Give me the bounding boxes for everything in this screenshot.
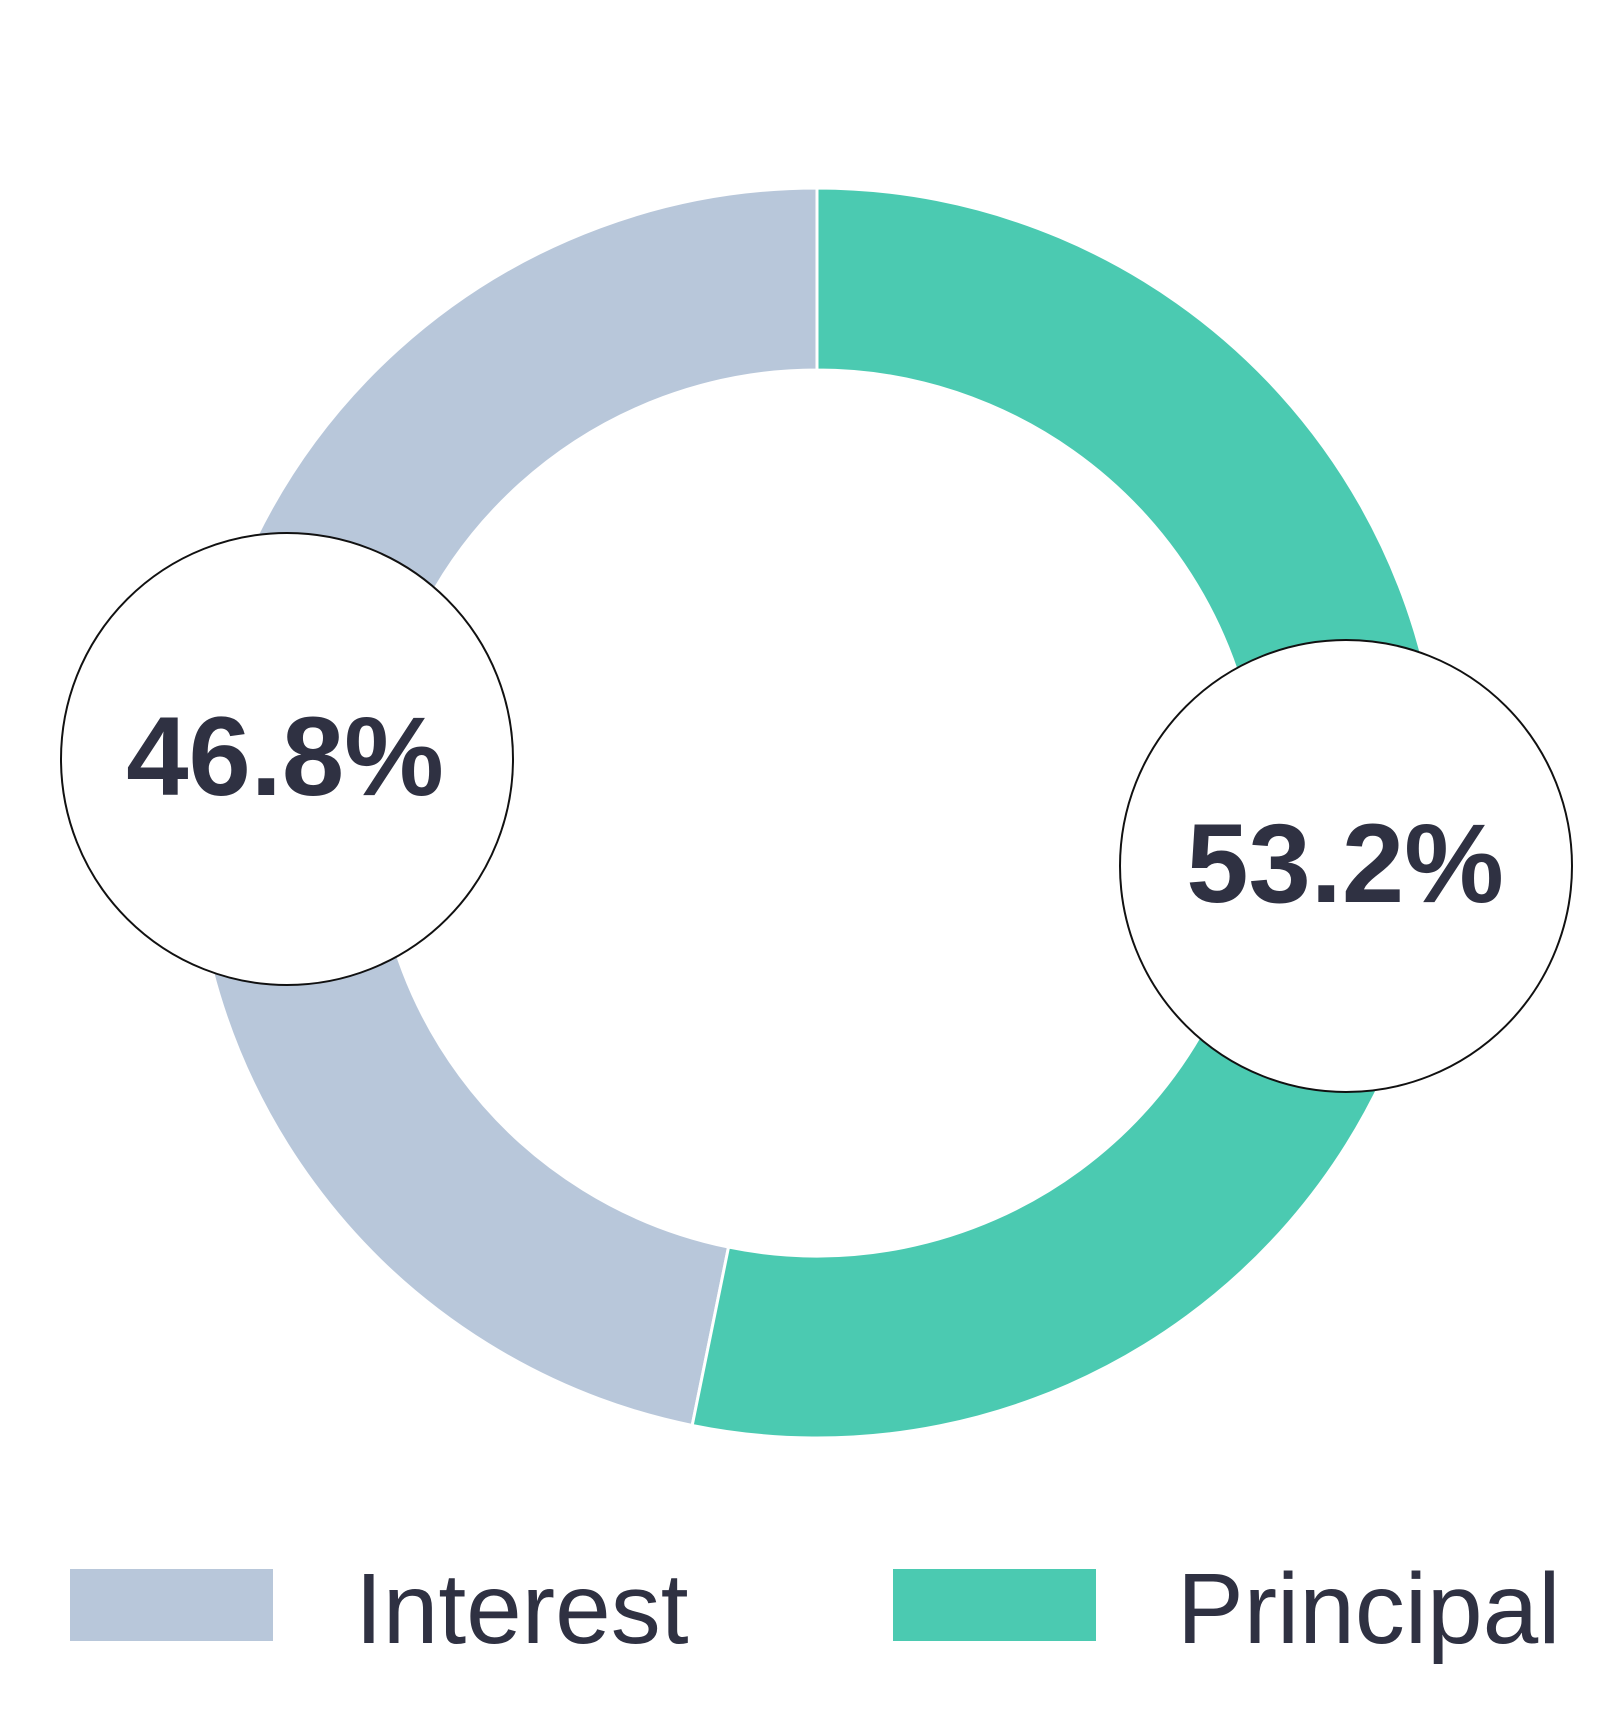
principal-value-bubble: 53.2% (1119, 639, 1573, 1093)
legend-swatch-interest (70, 1569, 273, 1641)
principal-percent-label: 53.2% (1186, 801, 1504, 926)
donut-slices (190, 186, 1444, 1440)
donut-slice-principal (690, 186, 1444, 1440)
interest-value-bubble: 46.8% (60, 532, 514, 986)
legend-swatch-principal (893, 1569, 1096, 1641)
interest-bubble-circle (60, 532, 514, 986)
donut-slice-interest (190, 186, 819, 1428)
legend: Interest Principal (70, 1553, 1561, 1665)
principal-bubble-circle (1119, 639, 1573, 1093)
legend-label-interest: Interest (355, 1553, 689, 1665)
legend-label-principal: Principal (1177, 1553, 1561, 1665)
interest-percent-label: 46.8% (126, 694, 444, 819)
